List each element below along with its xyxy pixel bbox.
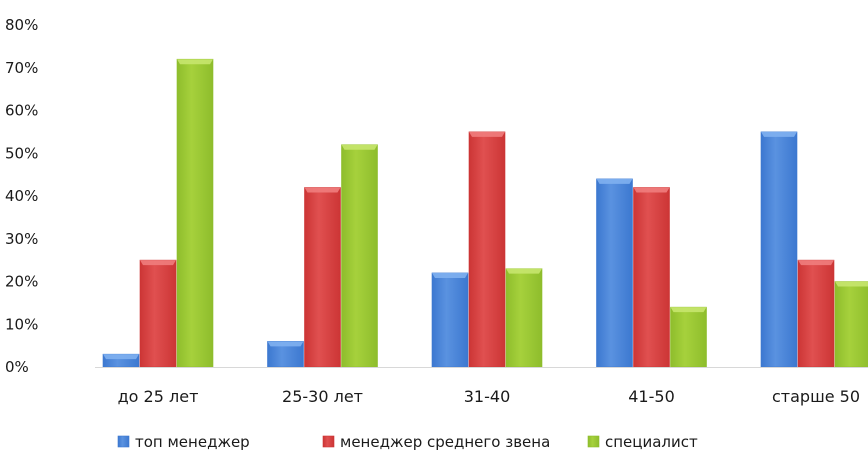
- bar-2-2: [304, 187, 341, 368]
- bar-cap-3-2: [341, 144, 378, 150]
- bar-cap-2-5: [798, 260, 834, 266]
- x-tick-label: старше 50: [772, 387, 860, 406]
- bar-cap-1-3: [432, 272, 468, 278]
- bar-cap-1-4: [596, 178, 633, 184]
- y-tick-label: 70%: [5, 59, 38, 77]
- bar-2-4: [633, 187, 670, 368]
- bar-3-3: [505, 268, 543, 368]
- bar-1-5: [760, 131, 798, 368]
- legend-item: специалист: [587, 433, 698, 451]
- legend-swatch: [587, 435, 600, 448]
- legend-item: топ менеджер: [117, 433, 250, 451]
- legend-label: специалист: [605, 433, 698, 451]
- y-tick-label: 40%: [5, 187, 38, 205]
- bar-cap-2-2: [304, 187, 341, 193]
- y-axis: 0% 10% 20% 30% 40% 50% 60% 70% 80%: [5, 16, 38, 376]
- y-tick-label: 50%: [5, 144, 38, 162]
- x-tick-label: 31-40: [464, 387, 511, 406]
- legend-swatch: [322, 435, 335, 448]
- x-axis: до 25 лет 25-30 лет 31-40 41-50 старше 50: [95, 367, 868, 406]
- bar-1-4: [596, 178, 633, 368]
- bar-2-1: [139, 259, 177, 368]
- bar-3-2: [341, 144, 378, 368]
- y-tick-label: 10%: [5, 315, 38, 333]
- legend-item: менеджер среднего звена: [322, 433, 550, 451]
- bar-cap-2-1: [140, 260, 176, 266]
- legend-swatch: [117, 435, 130, 448]
- y-tick-label: 20%: [5, 273, 38, 291]
- bar-3-1: [176, 58, 214, 368]
- y-tick-label: 0%: [5, 358, 29, 376]
- x-tick-label: 41-50: [628, 387, 675, 406]
- bar-2-5: [797, 259, 835, 368]
- bar-cap-3-3: [506, 268, 542, 274]
- bar-1-3: [431, 272, 469, 368]
- x-tick-label: 25-30 лет: [282, 387, 363, 406]
- bar-cap-1-5: [761, 131, 797, 137]
- bar-cap-1-1: [103, 354, 139, 360]
- bar-3-4: [670, 306, 707, 368]
- bar-cap-2-4: [633, 187, 670, 193]
- bar-cap-2-3: [469, 131, 505, 137]
- legend: топ менеджер менеджер среднего звена специ…: [117, 433, 698, 451]
- y-tick-label: 60%: [5, 102, 38, 120]
- bar-cap-3-4: [670, 307, 707, 313]
- legend-label: топ менеджер: [135, 433, 250, 451]
- y-tick-label: 80%: [5, 16, 38, 34]
- legend-label: менеджер среднего звена: [340, 433, 550, 451]
- x-tick-label: до 25 лет: [118, 387, 199, 406]
- bar-cap-3-1: [177, 59, 213, 65]
- y-tick-label: 30%: [5, 230, 38, 248]
- bar-cap-1-2: [267, 341, 304, 347]
- bar-3-5: [834, 281, 868, 368]
- bar-cap-3-5: [835, 281, 868, 287]
- bar-2-3: [468, 131, 506, 368]
- bars-group: [102, 58, 868, 368]
